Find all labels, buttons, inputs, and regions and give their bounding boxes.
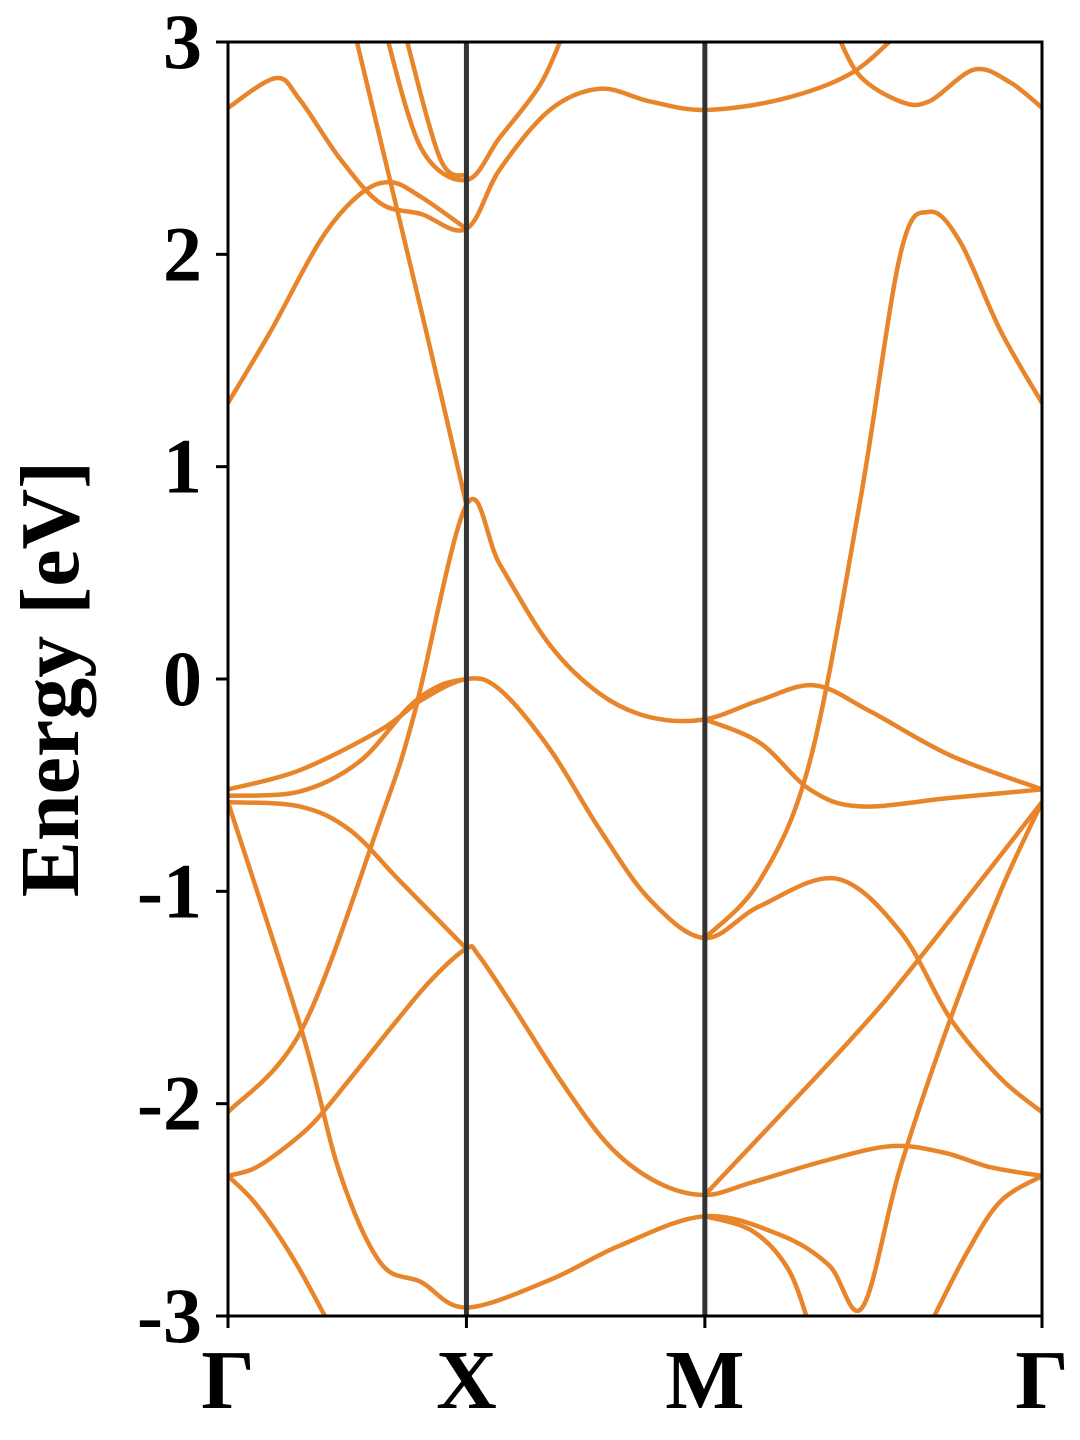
band-line: [228, 801, 1042, 1313]
band-line: [931, 1173, 1042, 1316]
y-tick-label: -1: [137, 847, 202, 934]
band-line: [228, 179, 468, 405]
band-line: [703, 209, 1042, 940]
y-tick-label: -2: [137, 1060, 202, 1147]
band-line: [404, 42, 468, 178]
band-line: [228, 943, 1042, 1198]
y-tick-label: -3: [137, 1272, 202, 1359]
band-line: [228, 42, 893, 233]
band-line: [703, 800, 1042, 1197]
y-tick-label: 0: [163, 635, 202, 722]
band-line: [228, 1174, 328, 1316]
y-axis-label: Energy [eV]: [4, 461, 97, 897]
x-tick-label: X: [436, 1334, 497, 1427]
band-line: [228, 676, 1042, 1114]
band-line: [385, 42, 563, 183]
band-line: [228, 799, 469, 951]
band-line: [838, 42, 1042, 110]
band-line: [703, 717, 1042, 809]
band-line: [228, 676, 467, 799]
plot-area: [228, 42, 1042, 1316]
band-line: [704, 1214, 809, 1316]
band-line: [354, 42, 469, 506]
x-tick-label: Γ: [201, 1334, 254, 1427]
y-tick-label: 2: [163, 210, 202, 297]
band-line: [228, 496, 1042, 1114]
x-tick-label: Γ: [1015, 1334, 1068, 1427]
x-tick-label: M: [665, 1334, 744, 1427]
y-tick-label: 1: [163, 423, 202, 510]
plot-frame: [226, 40, 1044, 1318]
y-tick-label: 3: [163, 0, 202, 85]
